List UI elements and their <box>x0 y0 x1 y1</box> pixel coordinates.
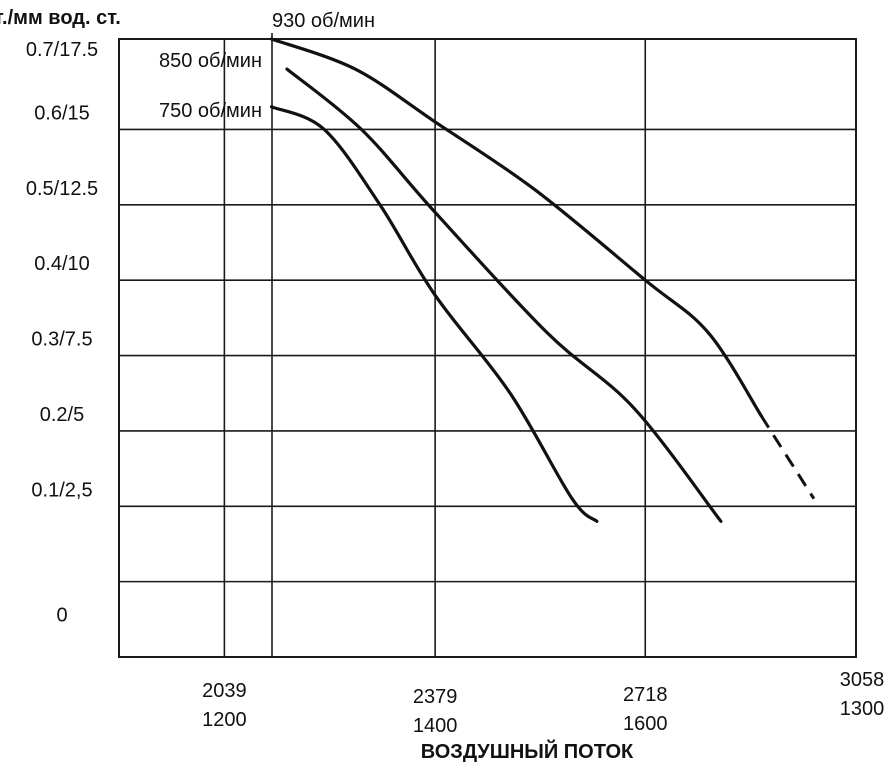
series-line <box>269 37 763 418</box>
y-tick-label: 0.6/15 <box>34 102 90 124</box>
series-line <box>269 105 599 523</box>
series-label: 850 об/мин <box>159 50 262 72</box>
x-tick-label-secondary: 1200 <box>202 709 247 731</box>
series-label: 930 об/мин <box>272 10 375 32</box>
y-tick-label: 0 <box>56 605 67 627</box>
grid <box>119 39 856 657</box>
x-tick-label: 2718 <box>623 684 668 706</box>
y-tick-label: 0.4/10 <box>34 253 90 275</box>
plot-frame <box>118 38 857 658</box>
y-tick-label: 0.3/7.5 <box>31 329 92 351</box>
x-axis-title: ВОЗДУШНЫЙ ПОТОК <box>421 739 634 763</box>
x-tick-label-secondary: 1400 <box>413 715 458 737</box>
x-tick-label-secondary: 1300 <box>840 698 885 720</box>
y-tick-label: 0.7/17.5 <box>26 39 98 61</box>
series-line-extrapolated <box>759 415 816 500</box>
y-tick-labels: 0 0.1/2,5 0.2/5 0.3/7.5 0.4/10 0.5/12.5 0.6/15… <box>26 39 98 627</box>
x-tick-label: 2379 <box>413 686 458 708</box>
y-tick-label: 0.2/5 <box>40 404 84 426</box>
x-tick-label: 2039 <box>202 680 247 702</box>
series-labels: 930 об/мин 850 об/мин 750 об/мин <box>159 10 375 122</box>
y-tick-label: 0.5/12.5 <box>26 178 98 200</box>
x-tick-label-secondary: 1600 <box>623 713 668 735</box>
series-label: 750 об/мин <box>159 100 262 122</box>
x-tick-labels: 2039 1200 2379 1400 2718 1600 3058 1300 <box>202 669 884 737</box>
curves <box>269 37 816 523</box>
x-tick-label: 3058 <box>840 669 885 691</box>
y-tick-label: 0.1/2,5 <box>31 479 92 501</box>
series-line <box>285 67 723 523</box>
y-axis-title: т./мм вод. ст. <box>0 7 121 29</box>
